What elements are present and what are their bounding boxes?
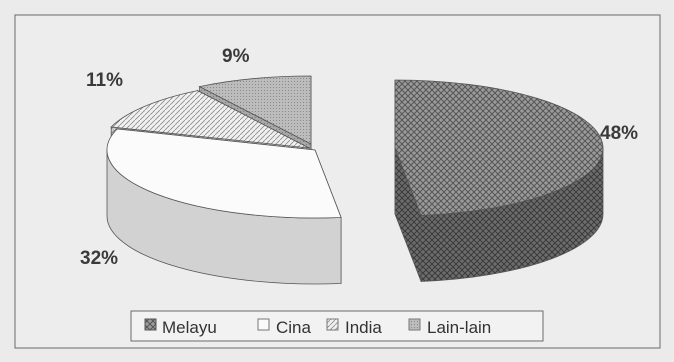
legend-swatch-lain-lain — [408, 318, 421, 331]
legend-swatch-india — [326, 318, 339, 331]
legend: Melayu Cina India Lain-lain — [130, 310, 544, 342]
legend-label-melayu: Melayu — [162, 318, 217, 337]
data-label-melayu: 48% — [600, 123, 638, 144]
pie-slice-melayu — [394, 79, 604, 216]
slices-layer — [106, 75, 604, 285]
data-labels: 48% 32% 11% 9% — [80, 46, 638, 269]
legend-label-lain-lain: Lain-lain — [427, 318, 491, 337]
data-label-india: 11% — [86, 70, 123, 91]
legend-swatch-cina — [257, 318, 270, 331]
legend-label-cina: Cina — [276, 318, 312, 337]
pie-slice-cina — [106, 128, 342, 219]
legend-swatch-melayu — [144, 318, 157, 331]
pie-slice-lain-lain — [198, 75, 312, 145]
data-label-lain-lain: 9% — [222, 46, 250, 67]
legend-label-india: India — [345, 318, 382, 337]
pie-slice-india — [110, 90, 310, 149]
data-label-cina: 32% — [80, 248, 118, 269]
